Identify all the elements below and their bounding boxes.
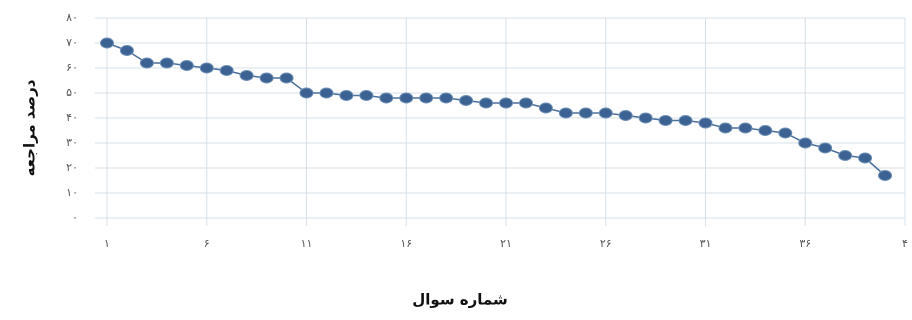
x-tick-label: ۴: [902, 237, 908, 250]
point: [119, 45, 134, 56]
point: [758, 125, 773, 136]
point: [299, 87, 314, 99]
y-tick-label: ۴۰: [66, 111, 78, 124]
point: [100, 37, 114, 49]
point: [239, 70, 254, 81]
point: [658, 115, 673, 126]
y-tick-label: ۲۰: [66, 161, 78, 174]
point: [778, 127, 793, 139]
x-tick-label: ۶: [204, 237, 210, 250]
point: [738, 122, 753, 134]
point: [718, 122, 733, 134]
point: [339, 90, 354, 101]
y-axis-title: درصد مراجعه: [21, 79, 39, 176]
x-tick-label: ۱۱: [301, 237, 313, 250]
point: [399, 92, 414, 104]
point: [459, 95, 474, 106]
point: [518, 97, 533, 109]
y-tick-label: ۳۰: [66, 136, 78, 149]
y-tick-label: ۵۰: [66, 86, 78, 99]
point: [538, 102, 553, 114]
line: [106, 42, 886, 177]
point: [638, 112, 653, 124]
point: [698, 117, 713, 129]
x-tick-label: ۲۱: [500, 237, 512, 250]
point: [479, 97, 494, 109]
point: [678, 115, 693, 126]
point: [419, 92, 434, 104]
point: [319, 87, 334, 99]
x-tick-label: ۳۶: [799, 237, 811, 250]
point: [838, 150, 853, 161]
point: [279, 72, 294, 84]
x-tick-label: ۱: [104, 237, 110, 250]
point: [219, 65, 234, 76]
point: [259, 72, 274, 84]
point: [578, 107, 593, 119]
point: [159, 57, 174, 69]
y-tick-label: ۸۰: [66, 11, 78, 24]
y-tick-label: ۷۰: [66, 36, 78, 49]
point: [439, 92, 454, 104]
point: [359, 90, 374, 101]
point: [558, 107, 573, 119]
x-tick-label: ۳۱: [700, 237, 712, 250]
y-tick-label: ۱۰: [66, 186, 78, 199]
y-tick-label: ۶۰: [66, 61, 78, 74]
point: [598, 107, 613, 119]
point: [798, 137, 813, 149]
point: [379, 92, 394, 104]
point: [179, 60, 194, 71]
x-axis-title: شماره سوال: [412, 291, 507, 309]
x-tick-label: ۲۶: [600, 237, 612, 250]
point: [878, 170, 893, 181]
y-tick-label: ۰: [72, 211, 78, 224]
point: [499, 97, 513, 109]
point: [618, 110, 633, 121]
x-tick-label: ۱۶: [400, 237, 412, 250]
point: [139, 57, 154, 69]
point: [858, 152, 873, 164]
point: [199, 62, 214, 74]
point: [818, 142, 833, 154]
